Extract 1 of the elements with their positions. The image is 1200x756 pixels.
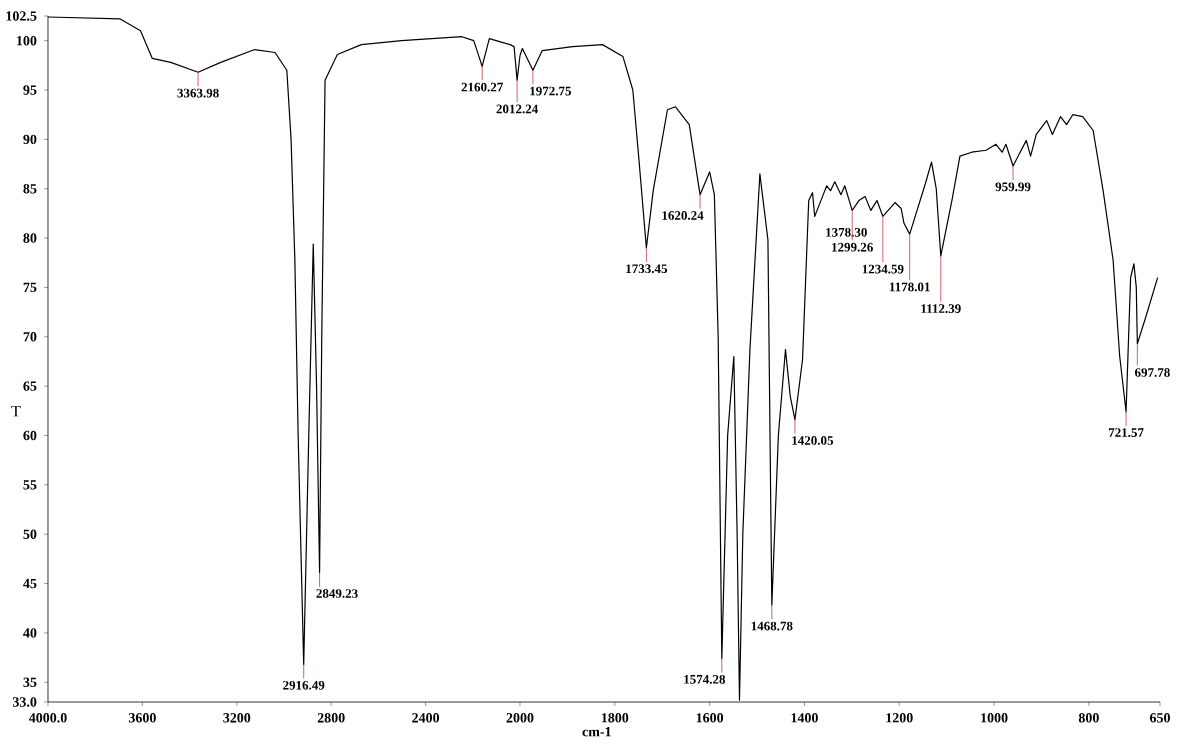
y-axis-title: T — [11, 405, 21, 417]
